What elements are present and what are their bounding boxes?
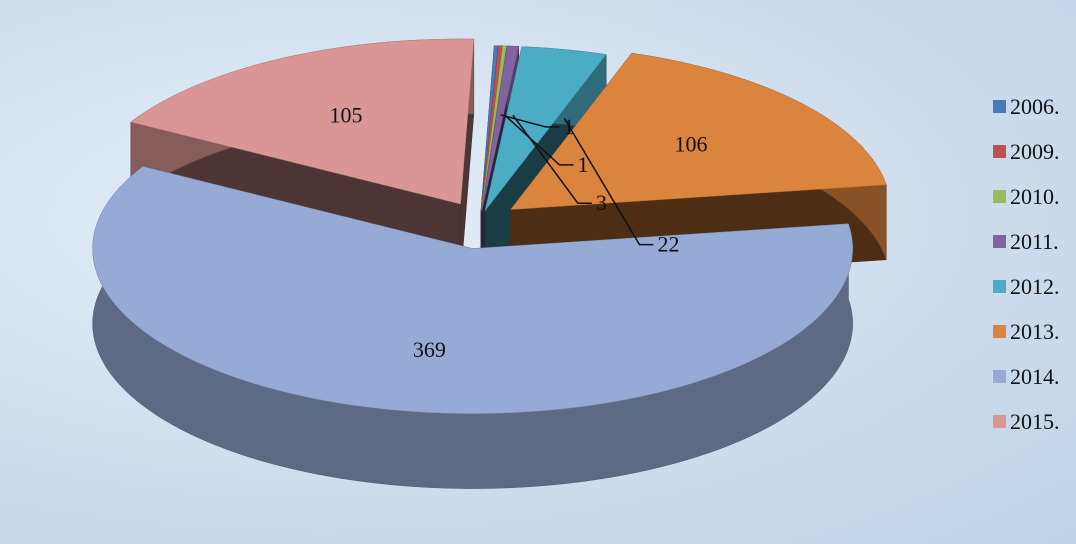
legend-swatch-2009 [993, 145, 1006, 158]
legend-label-2012: 2012. [1010, 274, 1060, 299]
data-label-2012: 22 [657, 232, 679, 257]
legend-swatch-2015 [993, 415, 1006, 428]
legend-label-2014: 2014. [1010, 364, 1060, 389]
leader-line-2010 [504, 114, 574, 166]
legend-swatch-2011 [993, 235, 1006, 248]
leader-line-2011 [512, 114, 592, 204]
data-label-2011: 3 [596, 190, 607, 215]
data-label-2010: 1 [578, 152, 589, 177]
legend-label-2006: 2006. [1010, 94, 1060, 119]
data-label-2013: 106 [674, 132, 707, 157]
legend-label-2009: 2009. [1010, 139, 1060, 164]
leader-line-2012 [563, 118, 654, 246]
legend-swatch-2012 [993, 280, 1006, 293]
slice-2014 [92, 166, 853, 489]
legend-swatch-2013 [993, 325, 1006, 338]
legend-swatch-2010 [993, 190, 1006, 203]
legend-label-2011: 2011. [1010, 229, 1059, 254]
data-label-2014: 369 [413, 337, 446, 362]
legend-swatch-2014 [993, 370, 1006, 383]
data-label-2015: 105 [330, 103, 363, 128]
legend-label-2010: 2010. [1010, 184, 1060, 209]
data-label-2009: 1 [563, 114, 574, 139]
legend-swatch-2006 [993, 100, 1006, 113]
legend-label-2013: 2013. [1010, 319, 1060, 344]
legend-label-2015: 2015. [1010, 409, 1060, 434]
